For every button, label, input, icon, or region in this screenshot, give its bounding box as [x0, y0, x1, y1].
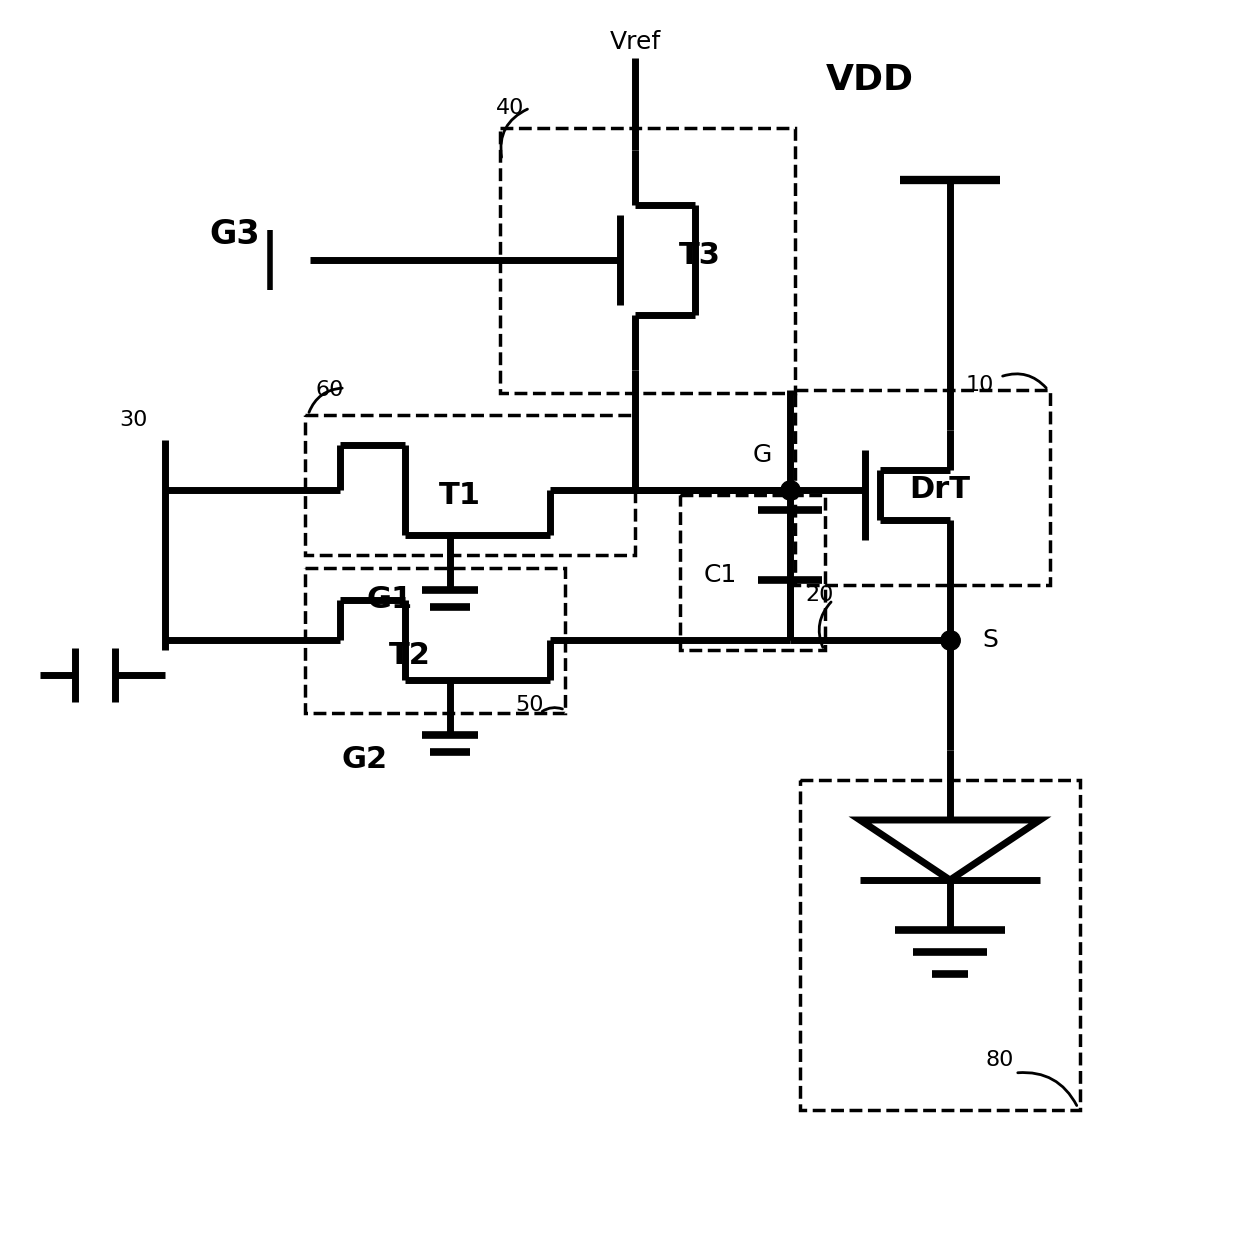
Text: 40: 40 [496, 99, 525, 118]
Bar [795, 390, 1050, 585]
Text: G3: G3 [210, 218, 260, 252]
Text: Vref: Vref [609, 30, 661, 54]
Text: T2: T2 [389, 641, 432, 670]
Text: 60: 60 [316, 380, 345, 400]
Text: 10: 10 [966, 375, 994, 395]
Bar [800, 781, 1080, 1110]
Text: T1: T1 [439, 480, 481, 510]
Text: G: G [753, 443, 771, 466]
Text: T3: T3 [680, 241, 720, 269]
Text: S: S [982, 628, 998, 652]
Bar [305, 567, 565, 713]
Text: C1: C1 [703, 562, 737, 587]
Text: 30: 30 [119, 410, 148, 430]
Text: VDD: VDD [826, 64, 914, 97]
Text: 80: 80 [986, 1050, 1014, 1070]
Text: DrT: DrT [909, 475, 971, 505]
Text: 20: 20 [806, 585, 835, 605]
Bar [305, 415, 635, 555]
Text: G2: G2 [342, 746, 388, 774]
Bar [680, 495, 825, 650]
Text: G1: G1 [367, 586, 413, 615]
Bar [500, 128, 795, 393]
Text: 50: 50 [516, 695, 544, 715]
